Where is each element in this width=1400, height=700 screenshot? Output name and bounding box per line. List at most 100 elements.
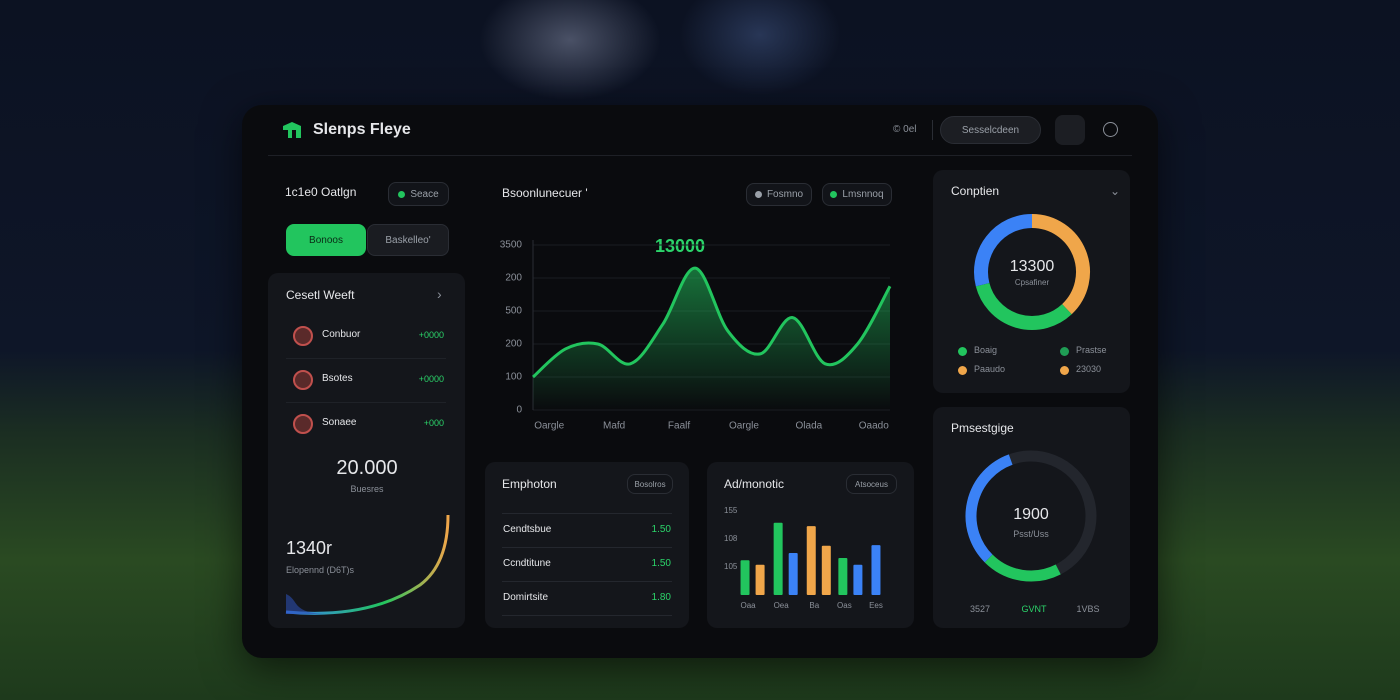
y-tick-label: 200 [505, 273, 522, 284]
y-tick-label: 3500 [500, 240, 523, 251]
bar [871, 545, 881, 595]
bar [806, 526, 816, 595]
filter-text: Lmsnnoq [842, 189, 884, 200]
bar [773, 522, 783, 595]
filter-dot [830, 191, 838, 198]
status: © 0el [893, 124, 917, 135]
table-title: Emphoton [502, 477, 557, 491]
donut-segment [975, 282, 1072, 330]
row-label: Domirtsite [503, 592, 549, 603]
row-divider [502, 615, 672, 616]
bar-title: Ad/monotic [724, 477, 785, 491]
ring-label: 3527 [969, 604, 991, 614]
tab[interactable]: Baskelleo' [367, 224, 449, 256]
icon-button[interactable] [1055, 115, 1085, 145]
area [533, 268, 890, 410]
y-tick-label: 105 [724, 562, 738, 571]
line [531, 266, 892, 379]
bar [853, 564, 863, 595]
legend-dot [1060, 347, 1069, 356]
badge-text: Bosolros [634, 479, 666, 489]
legend-label: Paaudo [974, 364, 1006, 374]
item-divider [286, 402, 446, 403]
filter[interactable]: Fosmno [746, 183, 812, 206]
y-tick-label: 500 [505, 306, 522, 317]
donut-segment [974, 214, 1033, 287]
item-value: +0000 [418, 374, 444, 384]
row-divider [502, 547, 672, 548]
item-icon [293, 414, 313, 434]
x-tick-label: Oaado [859, 421, 889, 432]
sparkline [285, 514, 450, 615]
left-badge[interactable]: Seace [388, 182, 449, 206]
chevron[interactable]: ⌄ [1110, 184, 1121, 198]
header-divider [268, 155, 1132, 156]
item-value: +000 [423, 418, 444, 428]
legend-label: Prastse [1076, 345, 1107, 355]
x-tick-label: Oaa [740, 601, 756, 610]
filter-text: Fosmno [766, 189, 804, 200]
x-tick-label: Mafd [603, 421, 625, 432]
ring-label: 1VBS [1076, 604, 1100, 614]
chart-annotation: 13000 [654, 236, 706, 256]
search-box[interactable]: Sesselcdeen [940, 116, 1041, 144]
total-caption: Buesres [350, 484, 384, 494]
item-icon [293, 326, 313, 346]
row-divider [502, 513, 672, 514]
search-text: Sesselcdeen [961, 124, 1020, 136]
chart-title: Bsoonlunecuer ' [502, 186, 588, 200]
tab[interactable]: Bonoos [286, 224, 366, 256]
table-badge: Bosolros [627, 474, 673, 494]
item-value: +0000 [418, 330, 444, 340]
y-tick-label: 200 [505, 339, 522, 350]
y-tick-label: 108 [724, 534, 738, 543]
bar [838, 558, 848, 595]
bar [821, 545, 831, 595]
metric-caption: Elopennd (D6T)s [286, 565, 355, 575]
bar [788, 553, 798, 595]
bar-badge: Atsoceus [846, 474, 897, 494]
item-divider [286, 358, 446, 359]
bar [740, 560, 750, 595]
badge-dot [398, 190, 406, 198]
logo [283, 122, 301, 138]
ring-segment [965, 454, 1013, 563]
row-value: 1.50 [651, 558, 671, 569]
row-value: 1.80 [651, 592, 671, 603]
filter-dot [754, 191, 762, 198]
donut-caption: Cpsafiner [1014, 278, 1050, 287]
item-label: Bsotes [322, 373, 353, 384]
row-label: Cendtsbue [503, 524, 552, 535]
row-value: 1.50 [651, 524, 671, 535]
item-icon [293, 370, 313, 390]
donut-center: 13300 [1009, 258, 1055, 275]
ring-label: GVNT [1021, 604, 1047, 614]
filter[interactable]: Lmsnnoq [822, 183, 892, 206]
donut-segment [1031, 214, 1090, 315]
y-tick-label: 155 [724, 506, 738, 515]
row-divider [502, 581, 672, 582]
badge-text: Seace [410, 188, 439, 200]
left-title: 1c1e0 Oatlgn [285, 185, 357, 199]
tab-text: Bonoos [309, 234, 343, 246]
legend-label: 23030 [1076, 364, 1102, 374]
x-tick-label: Oea [774, 601, 790, 610]
divider [932, 120, 933, 140]
donut-panel [933, 170, 1130, 393]
chevron[interactable]: › [437, 286, 442, 302]
legend-label: Boaig [974, 345, 998, 355]
row-label: Ccndtitune [503, 558, 551, 569]
badge-text: Atsoceus [855, 479, 888, 489]
x-tick-label: Ees [869, 601, 883, 610]
app-title: Slenps Fleye [313, 121, 411, 138]
x-tick-label: Ba [809, 601, 819, 610]
ring-title: Pmsestgige [951, 421, 1014, 435]
logout-icon[interactable] [1103, 122, 1118, 137]
y-tick-label: 0 [516, 405, 522, 416]
y-tick-label: 100 [505, 372, 522, 383]
ring-segment [984, 554, 1061, 582]
x-tick-label: Faalf [668, 421, 690, 432]
x-tick-label: Olada [796, 421, 823, 432]
